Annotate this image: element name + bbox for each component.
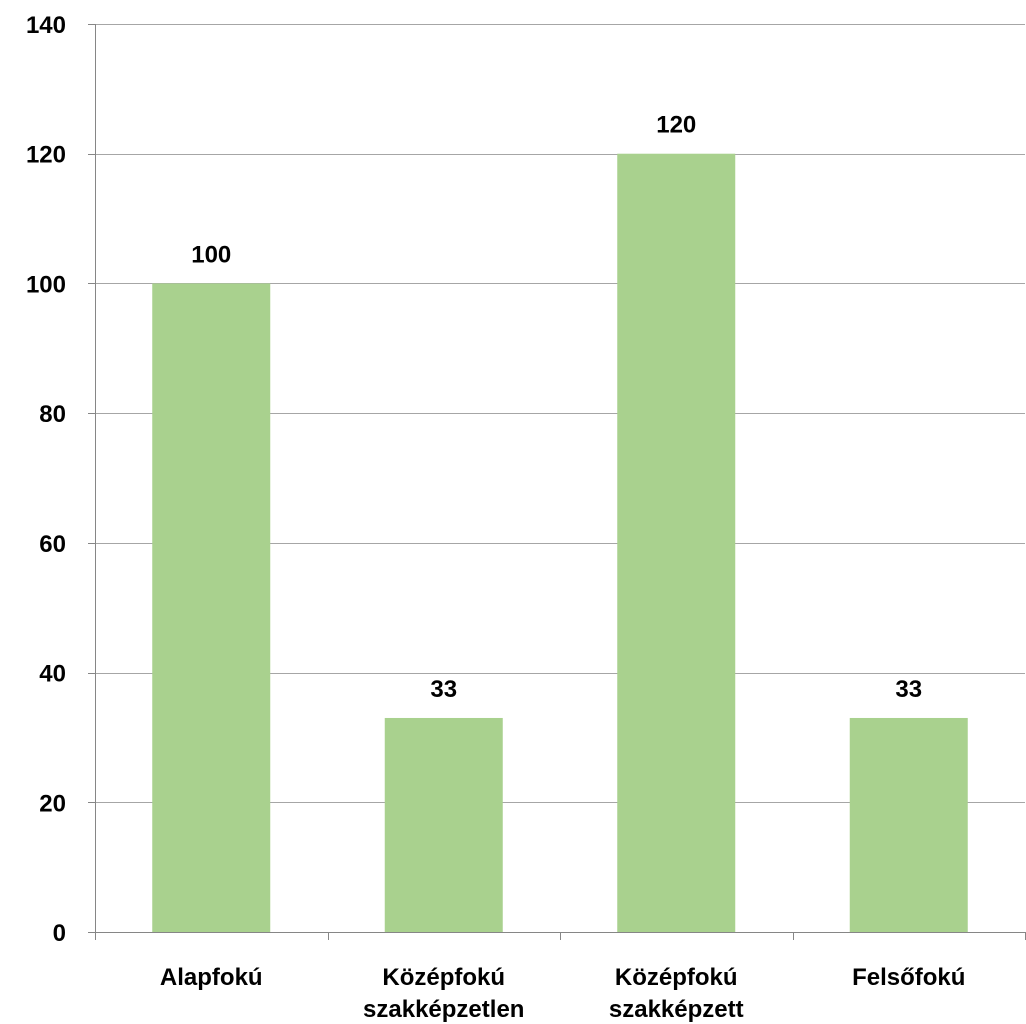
x-category-label: szakképzett — [609, 996, 744, 1023]
x-category-label: Középfokú — [615, 964, 738, 991]
data-label: 120 — [656, 112, 696, 139]
y-tick-label: 140 — [26, 12, 66, 39]
x-category-label: Alapfokú — [160, 964, 263, 991]
bar — [152, 283, 271, 932]
bars — [152, 153, 968, 932]
y-tick-label: 0 — [53, 920, 66, 947]
bar — [384, 717, 503, 932]
y-tick-label: 40 — [39, 661, 66, 688]
x-category-label: Középfokú — [382, 964, 505, 991]
data-label: 100 — [191, 241, 231, 268]
bar — [617, 153, 736, 932]
x-category-label: szakképzetlen — [363, 996, 524, 1023]
y-tick-label: 80 — [39, 401, 66, 428]
data-label: 33 — [895, 676, 922, 703]
y-tick-label: 20 — [39, 790, 66, 817]
data-label: 33 — [430, 676, 457, 703]
y-tick-label: 120 — [26, 142, 66, 169]
labels: 0 20 40 60 80 100 120 140 100 Alapfokú 33 Középfokú… — [26, 12, 965, 1023]
y-tick-label: 60 — [39, 531, 66, 558]
bar — [849, 717, 968, 932]
x-category-label: Felsőfokú — [852, 964, 965, 991]
y-tick-label: 100 — [26, 271, 66, 298]
axes — [88, 24, 1026, 940]
